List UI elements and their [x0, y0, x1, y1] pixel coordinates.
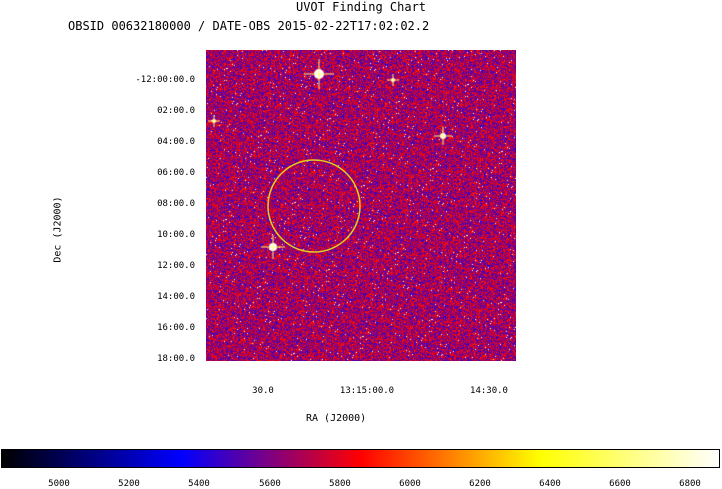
colorbar-tick-label: 5800 — [329, 479, 351, 489]
sky-image-canvas — [206, 50, 516, 361]
chart-title: UVOT Finding Chart — [295, 0, 427, 14]
ytick-label: 02:00.0 — [157, 106, 195, 116]
colorbar-tick-label: 5000 — [48, 479, 70, 489]
xtick-label: 14:30.0 — [470, 386, 508, 396]
colorbar — [1, 449, 720, 468]
colorbar-tick-label: 6000 — [399, 479, 421, 489]
ytick-label: 12:00.0 — [157, 261, 195, 271]
ytick-label: 18:00.0 — [157, 354, 195, 364]
colorbar-tick-label: 6400 — [539, 479, 561, 489]
colorbar-tick-label: 5600 — [259, 479, 281, 489]
chart-subtitle: OBSID 00632180000 / DATE-OBS 2015-02-22T… — [68, 19, 430, 33]
ytick-label: 10:00.0 — [157, 230, 195, 240]
source-marker-layer — [267, 159, 361, 253]
ytick-label: 06:00.0 — [157, 168, 195, 178]
xtick-label: 13:15:00.0 — [339, 386, 395, 396]
ytick-label: 16:00.0 — [157, 323, 195, 333]
y-axis-label: Dec (J2000) — [52, 196, 64, 263]
ytick-label: 04:00.0 — [157, 137, 195, 147]
ytick-label: 08:00.0 — [157, 199, 195, 209]
target-circle — [267, 159, 361, 253]
colorbar-tick-label: 5200 — [118, 479, 140, 489]
colorbar-tick-label: 5400 — [188, 479, 210, 489]
colorbar-tick-label: 6200 — [469, 479, 491, 489]
colorbar-tick-label: 6600 — [609, 479, 631, 489]
colorbar-tick-label: 6800 — [679, 479, 701, 489]
x-axis-label: RA (J2000) — [306, 413, 367, 424]
sky-image — [206, 50, 516, 361]
ytick-label: 14:00.0 — [157, 292, 195, 302]
xtick-label: 30.0 — [252, 386, 274, 396]
ytick-label: -12:00:00.0 — [135, 75, 195, 85]
